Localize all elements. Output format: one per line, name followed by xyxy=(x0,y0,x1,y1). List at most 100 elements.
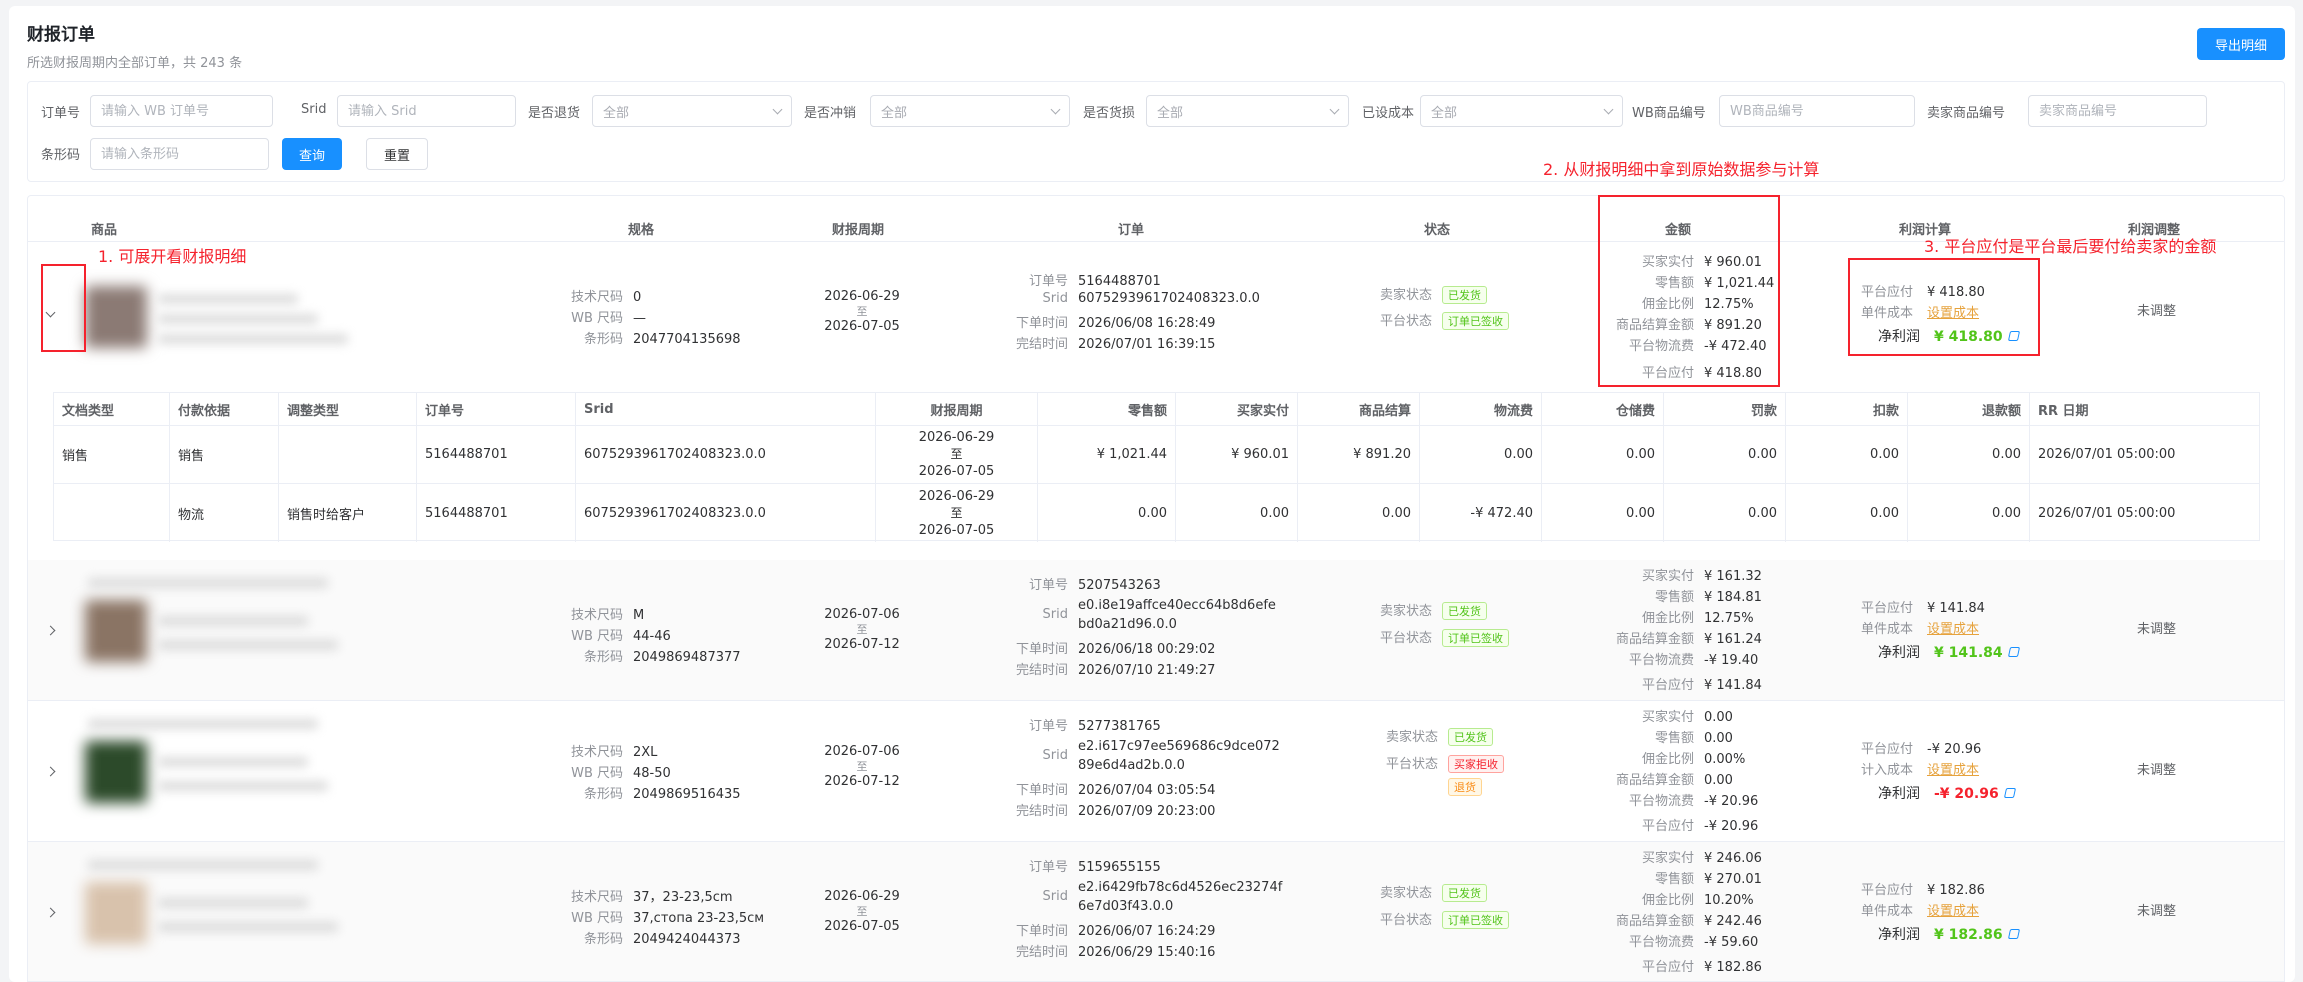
has-cost-select[interactable]: 全部 xyxy=(1420,95,1623,127)
set-cost-link[interactable]: 设置成本 xyxy=(1927,622,1980,637)
spec-size: 技术尺码 0 xyxy=(570,290,642,305)
d-refund: 0.00 xyxy=(1908,484,2030,542)
d-refund: 0.00 xyxy=(1908,426,2030,483)
product-name-blur xyxy=(158,898,308,908)
product-image xyxy=(85,286,147,348)
period-cell: 2026-06-29 至 2026-07-05 xyxy=(824,889,900,934)
order-no: 订单号 5159655155 xyxy=(1028,860,1161,875)
order-time: 下单时间 2026/06/18 00:29:02 xyxy=(1015,642,1216,657)
chevron-right-icon xyxy=(45,907,55,917)
product-name-blur xyxy=(158,314,318,324)
query-button[interactable]: 查询 xyxy=(282,138,342,170)
dh-srid: Srid xyxy=(576,393,876,425)
order-srid: Sride0.i8e19affce40ecc64b8d6efe bd0a21d96… xyxy=(1042,598,1276,632)
set-cost-link[interactable]: 设置成本 xyxy=(1927,306,1980,321)
srid-input[interactable] xyxy=(337,95,516,127)
filter-panel: 订单号 Srid 是否退货 全部 是否冲销 全部 是否货损 全部 已设成本 全部… xyxy=(27,81,2285,182)
product-image xyxy=(85,882,147,944)
spec-size: 技术尺码 M xyxy=(570,608,645,623)
spec-wb-size: WB 尺码 44-46 xyxy=(571,629,671,644)
dh-retail: 零售额 xyxy=(1038,393,1176,425)
product-name-blur xyxy=(88,578,328,588)
d-rr-date: 2026/07/01 05:00:00 xyxy=(2038,505,2176,521)
expand-row-button[interactable] xyxy=(42,622,58,638)
wb-sku-input[interactable] xyxy=(1719,95,1915,127)
detail-header: 文档类型 付款依据 调整类型 订单号 Srid 财报周期 零售额 买家实付 商品… xyxy=(54,393,2259,426)
edit-icon[interactable] xyxy=(2003,788,2016,798)
dh-basis: 付款依据 xyxy=(170,393,279,425)
adjust-status: 未调整 xyxy=(2137,304,2177,319)
annotation-box-profit xyxy=(1848,258,2040,356)
period-cell: 2026-07-06 至 2026-07-12 xyxy=(824,607,900,652)
dh-storage: 仓储费 xyxy=(1542,393,1664,425)
platform-status: 平台状态 订单已签收 xyxy=(1368,310,1509,330)
set-cost-link[interactable]: 设置成本 xyxy=(1927,904,1980,919)
seller-sku-label: 卖家商品编号 xyxy=(1927,106,2006,121)
amount-commission: 佣金比例 10.20% xyxy=(1641,893,1754,908)
order-srid: Srid 6075293961702408323.0.0 xyxy=(1042,291,1260,306)
d-paid: ¥ 960.01 xyxy=(1176,426,1298,483)
has-cost-label: 已设成本 xyxy=(1362,106,1415,121)
is-return-select[interactable]: 全部 xyxy=(592,95,792,127)
chevron-down-icon xyxy=(772,104,783,114)
th-product: 商品 xyxy=(91,223,118,238)
is-damaged-value: 全部 xyxy=(1157,105,1184,121)
product-name-blur xyxy=(158,640,338,650)
order-no-label: 订单号 xyxy=(41,106,81,121)
platform-status: 平台状态 订单已签收 xyxy=(1368,627,1509,647)
edit-icon[interactable] xyxy=(2007,929,2020,939)
wb-sku-label: WB商品编号 xyxy=(1632,106,1706,121)
dh-deduct: 扣款 xyxy=(1786,393,1908,425)
edit-icon[interactable] xyxy=(2007,647,2020,657)
product-image xyxy=(85,600,147,662)
net-profit: 净利润 -¥ 20.96 xyxy=(1878,783,2016,803)
barcode-label: 条形码 xyxy=(41,148,81,163)
amount-retail: 零售额 ¥ 184.81 xyxy=(1654,590,1762,605)
export-button[interactable]: 导出明细 xyxy=(2197,28,2285,60)
th-status: 状态 xyxy=(1424,223,1451,238)
amount-logistics: 平台物流费 -¥ 472.40 xyxy=(1628,339,1767,354)
spec-barcode: 条形码 2049869516435 xyxy=(583,787,741,802)
chevron-down-icon xyxy=(1329,104,1340,114)
amount-settle: 商品结算金额 ¥ 161.24 xyxy=(1615,632,1762,647)
d-rr-date: 2026/07/01 05:00:00 xyxy=(2038,447,2176,462)
is-reversal-label: 是否冲销 xyxy=(804,106,857,121)
dh-rr-date: RR 日期 xyxy=(2038,403,2089,419)
amount-settle: 商品结算金额 ¥ 891.20 xyxy=(1615,318,1762,333)
is-damaged-select[interactable]: 全部 xyxy=(1146,95,1349,127)
barcode-input[interactable] xyxy=(90,138,269,170)
product-name-blur xyxy=(158,757,308,767)
expand-row-button[interactable] xyxy=(42,763,58,779)
table-header: 商品 规格 财报周期 订单 状态 金额 利润计算 利润调整 xyxy=(28,210,2284,242)
orders-table: 商品 规格 财报周期 订单 状态 金额 利润计算 利润调整 技术尺码 0 WB 尺… xyxy=(27,195,2285,982)
set-cost-link[interactable]: 设置成本 xyxy=(1927,763,1980,778)
detail-table: 文档类型 付款依据 调整类型 订单号 Srid 财报周期 零售额 买家实付 商品… xyxy=(53,392,2260,542)
d-order-no: 5164488701 xyxy=(417,484,576,542)
d-settle: ¥ 891.20 xyxy=(1298,426,1420,483)
order-no-input[interactable] xyxy=(90,95,273,127)
expand-row-button[interactable] xyxy=(42,904,58,920)
order-no: 订单号 5164488701 xyxy=(1028,274,1161,289)
th-order: 订单 xyxy=(1118,223,1145,238)
amount-payable: 平台应付 ¥ 182.86 xyxy=(1641,960,1762,975)
th-amount: 金额 xyxy=(1665,223,1692,238)
d-adj-type xyxy=(279,426,417,483)
product-name-blur xyxy=(158,616,308,626)
amount-logistics: 平台物流费 -¥ 19.40 xyxy=(1628,653,1759,668)
is-reversal-select[interactable]: 全部 xyxy=(870,95,1070,127)
dh-refund: 退款额 xyxy=(1908,393,2030,425)
d-srid: 6075293961702408323.0.0 xyxy=(576,484,876,542)
seller-sku-input[interactable] xyxy=(2028,95,2207,127)
reset-button[interactable]: 重置 xyxy=(366,138,428,170)
chevron-right-icon xyxy=(45,766,55,776)
seller-status: 卖家状态 已发货 xyxy=(1368,882,1487,902)
net-profit: 净利润 ¥ 182.86 xyxy=(1878,924,2020,944)
d-logistics: -¥ 472.40 xyxy=(1420,484,1542,542)
d-srid: 6075293961702408323.0.0 xyxy=(576,426,876,483)
product-image xyxy=(85,741,147,803)
dh-logistics: 物流费 xyxy=(1420,393,1542,425)
d-retail: 0.00 xyxy=(1038,484,1176,542)
annotation-box-expand xyxy=(41,264,86,352)
complete-time: 完结时间 2026/07/10 21:49:27 xyxy=(1015,663,1216,678)
profit-unit-cost: 单件成本 设置成本 xyxy=(1861,306,1980,321)
